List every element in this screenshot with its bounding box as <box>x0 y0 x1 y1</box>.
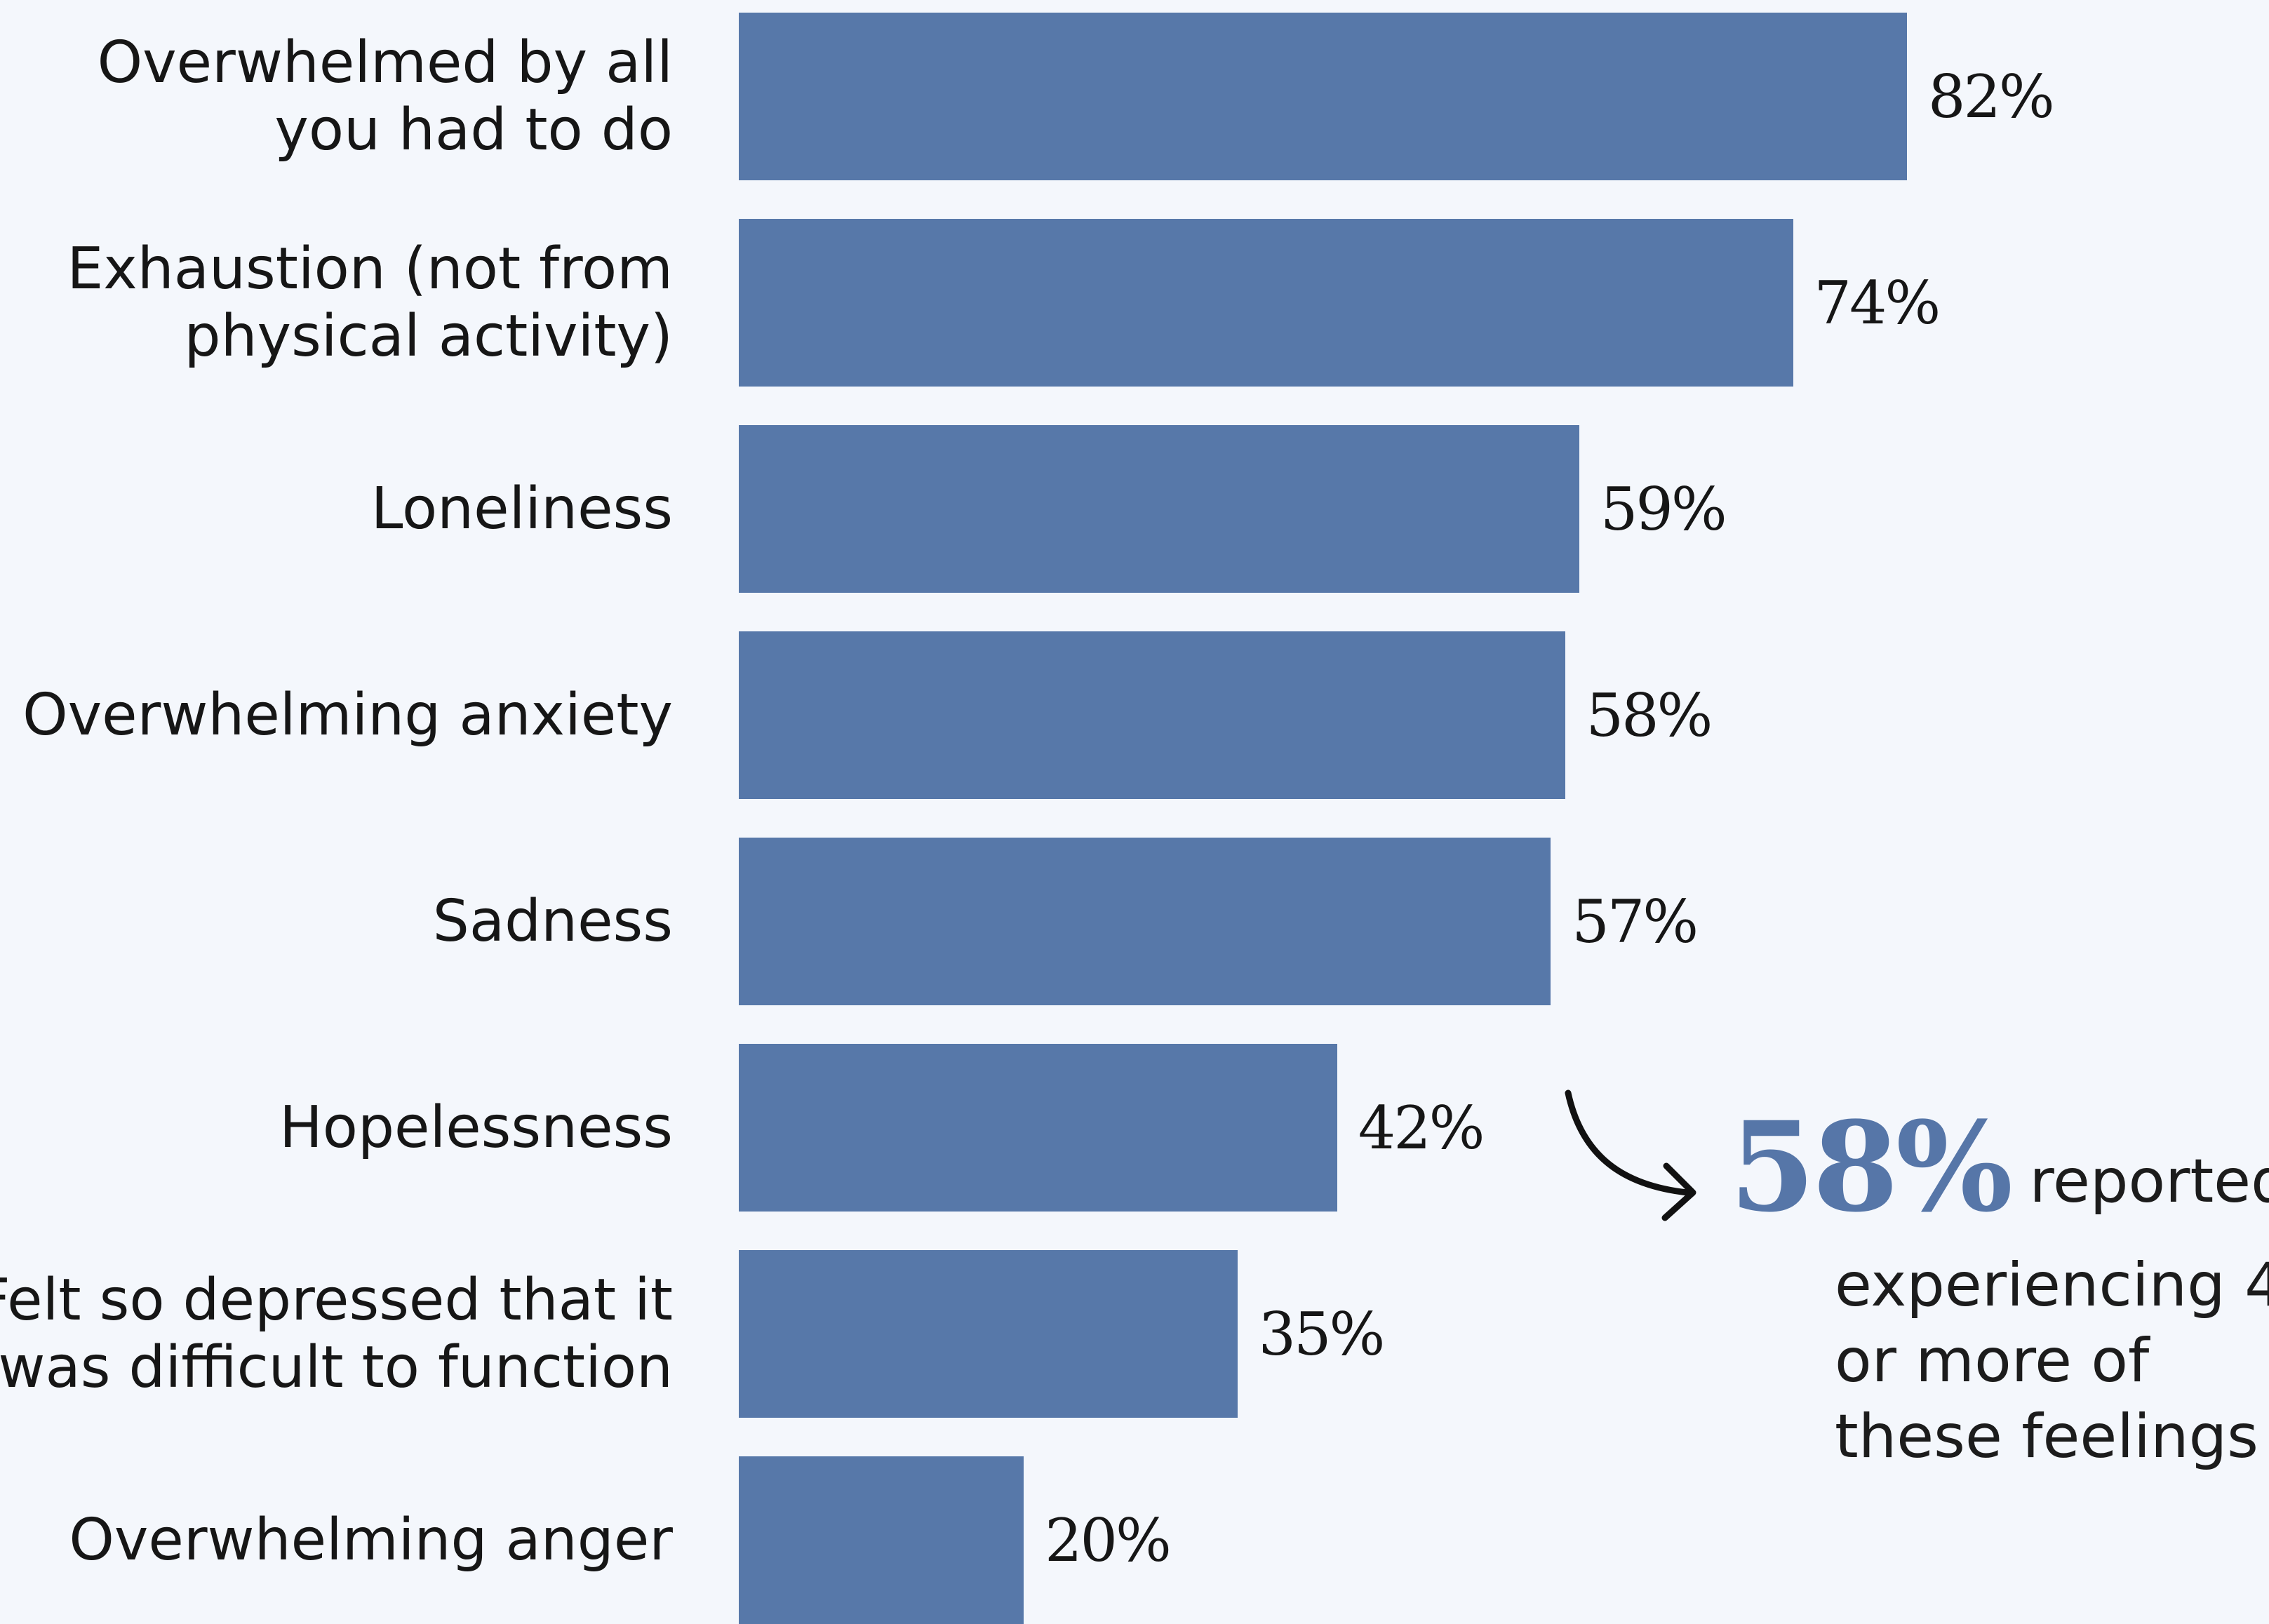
callout-text-first: reported <box>2030 1146 2269 1216</box>
category-label: Loneliness <box>0 476 673 543</box>
bar <box>739 13 1907 180</box>
value-label: 35% <box>1259 1301 1384 1368</box>
category-label: Sadness <box>0 888 673 955</box>
value-label: 58% <box>1586 682 1711 749</box>
callout-text-rest: experiencing 4 or more of these feelings <box>1835 1247 2269 1475</box>
value-label: 82% <box>1928 63 2053 130</box>
category-label: Overwhelming anxiety <box>0 682 673 749</box>
category-label: Overwhelmed by all you had to do <box>0 29 673 164</box>
bar <box>739 1456 1024 1624</box>
category-label: Hopelessness <box>0 1094 673 1162</box>
bar <box>739 631 1565 799</box>
value-label: 42% <box>1358 1094 1483 1162</box>
value-label: 57% <box>1572 888 1696 955</box>
curved-arrow-icon <box>1554 1080 1708 1228</box>
value-label: 59% <box>1600 476 1725 543</box>
value-label: 20% <box>1045 1507 1170 1574</box>
category-label: Overwhelming anger <box>0 1507 673 1574</box>
bar <box>739 425 1579 593</box>
bar <box>739 1250 1238 1418</box>
callout-highlight: 58% <box>1729 1094 2010 1240</box>
bar <box>739 219 1793 387</box>
category-label: Exhaustion (not from physical activity) <box>0 236 673 370</box>
category-label: Felt so depressed that it was difficult … <box>0 1267 673 1402</box>
bar <box>739 838 1551 1005</box>
bar <box>739 1044 1337 1212</box>
value-label: 74% <box>1814 269 1939 337</box>
